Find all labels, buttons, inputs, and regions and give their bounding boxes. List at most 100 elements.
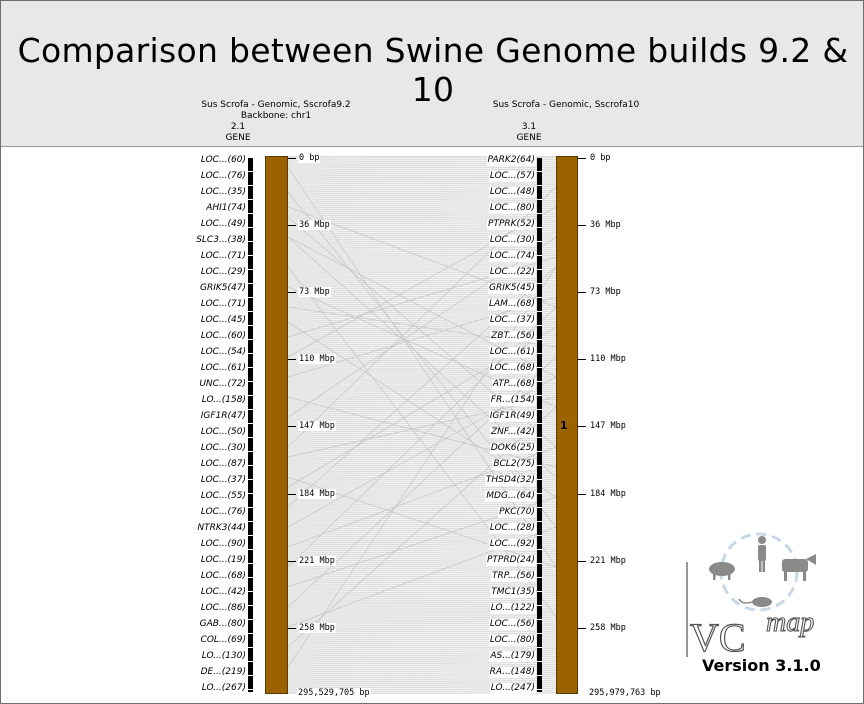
- gene-label[interactable]: RA...(148): [488, 667, 536, 678]
- gene-label[interactable]: LO...(122): [489, 603, 536, 614]
- gene-label[interactable]: PTPRK(52): [487, 219, 536, 230]
- gene-label[interactable]: LOC...(57): [488, 171, 536, 182]
- gene-label[interactable]: UNC...(72): [198, 379, 247, 390]
- gene-label[interactable]: LOC...(87): [199, 459, 247, 470]
- gene-label[interactable]: AHI1(74): [205, 203, 247, 214]
- gene-label[interactable]: LOC...(61): [199, 363, 247, 374]
- gene-label[interactable]: LOC...(60): [199, 155, 247, 166]
- gene-label[interactable]: LOC...(76): [199, 507, 247, 518]
- vcmap-logo: VC map: [684, 527, 834, 677]
- tick-mark: [288, 426, 296, 428]
- left-gene-features[interactable]: [248, 158, 253, 692]
- synteny-line: [287, 396, 557, 468]
- gene-label[interactable]: DOK6(25): [489, 443, 536, 454]
- gene-label[interactable]: AS...(179): [489, 651, 536, 662]
- synteny-line: [287, 647, 557, 650]
- right-track-label[interactable]: GENE: [516, 133, 542, 143]
- synteny-line: [287, 536, 557, 539]
- tick-label: 258 Mbp: [298, 622, 336, 633]
- gene-label[interactable]: LOC...(48): [488, 187, 536, 198]
- gene-label[interactable]: IGF1R(49): [488, 411, 536, 422]
- synteny-line: [287, 439, 557, 442]
- gene-label[interactable]: LOC...(37): [199, 475, 247, 486]
- gene-label[interactable]: PARK2(64): [486, 155, 536, 166]
- gene-label[interactable]: NTRK3(44): [196, 523, 247, 534]
- gene-label[interactable]: LAM...(68): [488, 299, 536, 310]
- gene-label[interactable]: THSD4(32): [484, 475, 536, 486]
- synteny-line: [287, 165, 557, 168]
- tick-label: 184 Mbp: [589, 488, 627, 499]
- gene-label[interactable]: IGF1R(47): [199, 411, 247, 422]
- gene-label[interactable]: TRP...(56): [491, 571, 536, 582]
- synteny-line: [287, 409, 557, 412]
- gene-label[interactable]: LOC...(55): [199, 491, 247, 502]
- gene-label[interactable]: LOC...(68): [488, 363, 536, 374]
- version-label: Version 3.1.0: [702, 656, 821, 675]
- gene-label[interactable]: TMC1(35): [490, 587, 536, 598]
- gene-label[interactable]: LOC...(71): [199, 299, 247, 310]
- gene-label[interactable]: GRIK5(47): [199, 283, 247, 294]
- gene-label[interactable]: PKC(70): [498, 507, 536, 518]
- tick-mark: [288, 359, 296, 361]
- gene-label[interactable]: LOC...(22): [488, 267, 536, 278]
- gene-label[interactable]: LOC...(92): [488, 539, 536, 550]
- gene-label[interactable]: LOC...(86): [199, 603, 247, 614]
- left-version-label[interactable]: 2.1: [230, 122, 246, 132]
- gene-label[interactable]: MDG...(64): [485, 491, 536, 502]
- gene-label[interactable]: FR...(154): [489, 395, 536, 406]
- gene-label[interactable]: GAB...(80): [198, 619, 247, 630]
- gene-label[interactable]: DE...(219): [199, 667, 247, 678]
- gene-label[interactable]: LOC...(90): [199, 539, 247, 550]
- comparison-view[interactable]: LOC...(60) LOC...(76) LOC...(35) AHI1(74) LO…: [0, 147, 864, 704]
- synteny-line: [287, 328, 557, 331]
- gene-label[interactable]: ZNF...(42): [490, 427, 536, 438]
- synteny-line: [287, 393, 557, 395]
- gene-label[interactable]: LOC...(28): [488, 523, 536, 534]
- gene-label[interactable]: LOC...(80): [488, 203, 536, 214]
- gene-label[interactable]: LOC...(76): [199, 171, 247, 182]
- gene-label[interactable]: LOC...(37): [488, 315, 536, 326]
- gene-label[interactable]: LOC...(42): [199, 587, 247, 598]
- gene-label[interactable]: LOC...(56): [488, 619, 536, 630]
- gene-label[interactable]: LO...(158): [200, 395, 247, 406]
- synteny-line: [287, 231, 557, 234]
- gene-label[interactable]: LOC...(35): [199, 187, 247, 198]
- gene-label[interactable]: PTPRD(24): [485, 555, 536, 566]
- gene-label[interactable]: LO...(267): [200, 683, 247, 694]
- gene-label[interactable]: LOC...(29): [199, 267, 247, 278]
- synteny-line: [287, 538, 557, 541]
- right-gene-features[interactable]: [537, 158, 542, 692]
- gene-label[interactable]: LOC...(54): [199, 347, 247, 358]
- gene-label[interactable]: LOC...(68): [199, 571, 247, 582]
- gene-label[interactable]: LO...(247): [489, 683, 536, 694]
- tick-label: 0 bp: [589, 153, 612, 163]
- tick-mark: [288, 292, 296, 294]
- gene-label[interactable]: LOC...(80): [488, 635, 536, 646]
- synteny-line: [287, 344, 557, 347]
- gene-label[interactable]: LOC...(61): [488, 347, 536, 358]
- gene-label[interactable]: LOC...(49): [199, 219, 247, 230]
- gene-label[interactable]: LOC...(30): [488, 235, 536, 246]
- gene-label[interactable]: COL...(69): [199, 635, 247, 646]
- tick-mark: [288, 225, 296, 227]
- right-chromosome[interactable]: [556, 156, 578, 694]
- left-track-label[interactable]: GENE: [225, 133, 251, 143]
- gene-label[interactable]: GRIK5(45): [488, 283, 536, 294]
- gene-label[interactable]: LOC...(45): [199, 315, 247, 326]
- gene-label[interactable]: SLC3...(38): [195, 235, 247, 246]
- gene-label[interactable]: LOC...(60): [199, 331, 247, 342]
- gene-label[interactable]: BCL2(75): [492, 459, 536, 470]
- gene-label[interactable]: LOC...(74): [488, 251, 536, 262]
- logo-vc-text: VC: [690, 615, 746, 660]
- gene-label[interactable]: LOC...(71): [199, 251, 247, 262]
- gene-label[interactable]: LOC...(30): [199, 443, 247, 454]
- gene-label[interactable]: ATP...(68): [491, 379, 536, 390]
- gene-label[interactable]: ZBT...(56): [490, 331, 536, 342]
- tick-mark: [288, 627, 296, 629]
- tick-mark: [578, 359, 586, 361]
- right-version-label[interactable]: 3.1: [521, 122, 537, 132]
- left-chromosome-backbone[interactable]: [265, 156, 288, 694]
- gene-label[interactable]: LOC...(19): [199, 555, 247, 566]
- gene-label[interactable]: LO...(130): [200, 651, 247, 662]
- gene-label[interactable]: LOC...(50): [199, 427, 247, 438]
